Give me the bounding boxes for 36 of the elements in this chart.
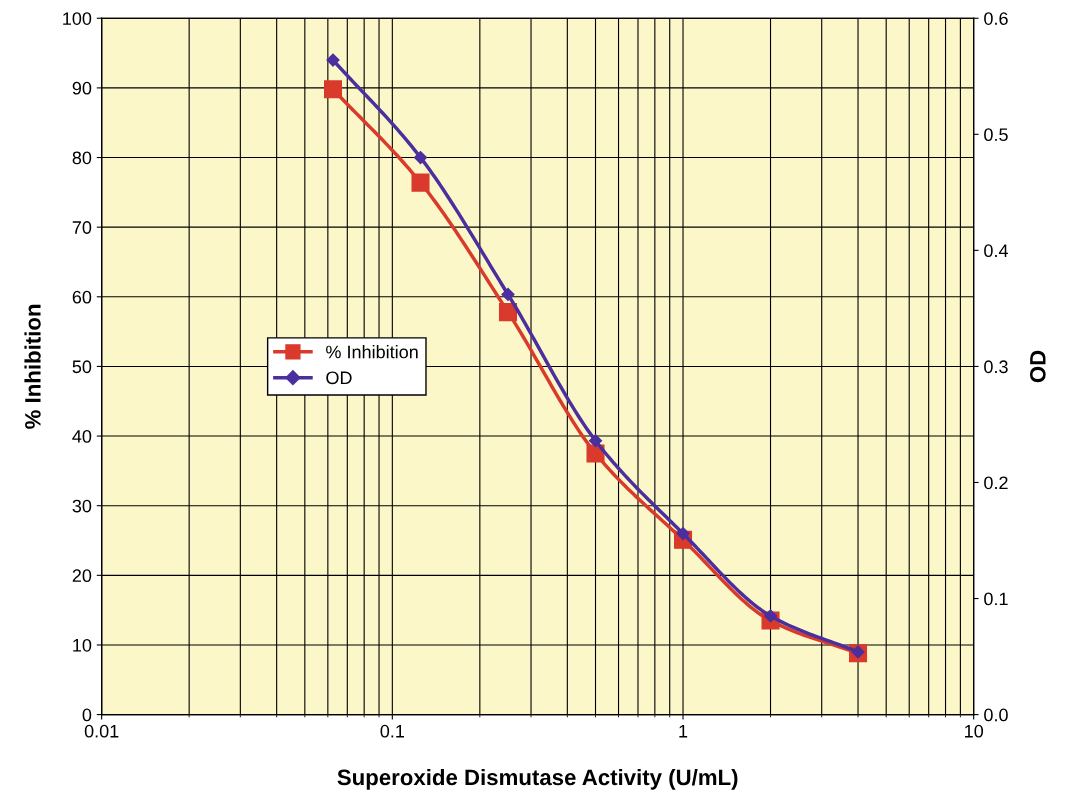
x-tick-label: 1 xyxy=(679,724,688,738)
y-tick-label: 50 xyxy=(72,360,92,374)
y-tick-label: 70 xyxy=(72,221,92,234)
legend-label: OD xyxy=(326,371,352,385)
legend-label: % Inhibition xyxy=(326,345,418,359)
y-axis-title: % Inhibition xyxy=(24,304,41,429)
x-tick-label: 10 xyxy=(965,724,984,738)
point xyxy=(413,150,428,165)
point xyxy=(323,80,343,99)
x-tick-label: 0.1 xyxy=(380,724,404,738)
y2-tick-label: 0.2 xyxy=(984,476,1008,490)
y2-tick-label: 0.6 xyxy=(984,12,1008,25)
y-tick-label: 20 xyxy=(72,569,92,583)
y-tick-label: 40 xyxy=(72,430,92,443)
point xyxy=(676,526,690,541)
x-tick-label: 0.01 xyxy=(84,724,119,738)
y2-tick-label: 0.3 xyxy=(984,360,1008,374)
y2-tick-label: 0.5 xyxy=(984,128,1008,142)
y-tick-label: 0 xyxy=(82,708,92,722)
point xyxy=(326,53,340,67)
y2-axis-title: OD xyxy=(1029,350,1046,383)
y2-tick-label: 0.4 xyxy=(984,244,1008,258)
y-tick-label: 30 xyxy=(72,499,92,513)
point xyxy=(498,303,518,322)
point xyxy=(763,609,778,623)
point xyxy=(411,173,430,192)
point xyxy=(501,287,515,302)
y-tick-label: 10 xyxy=(73,638,92,652)
y-tick-label: 80 xyxy=(72,151,92,165)
y-tick-label: 100 xyxy=(63,12,92,25)
y2-tick-label: 0.1 xyxy=(984,592,1008,606)
x-axis-title: Superoxide Dismutase Activity (U/mL) xyxy=(337,768,738,790)
point xyxy=(588,434,603,448)
y-tick-label: 60 xyxy=(72,290,92,304)
y-tick-label: 90 xyxy=(72,81,92,95)
y2-tick-label: 0.0 xyxy=(984,708,1008,722)
